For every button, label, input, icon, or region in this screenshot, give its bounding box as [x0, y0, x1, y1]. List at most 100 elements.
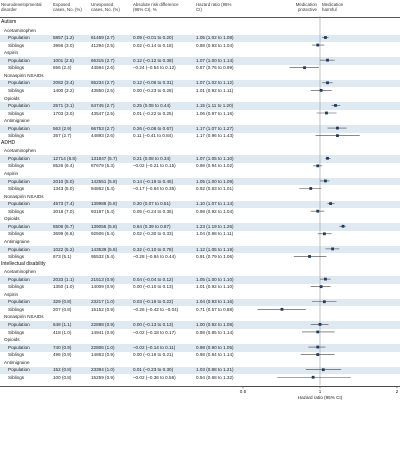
absolute-risk-difference-value: 0.01 (–0.22 to 0.25) [133, 110, 174, 116]
exposed-cases-value: 1022 (5.2) [53, 246, 74, 252]
hazard-ratio-value: 1.05 (1.00 to 1.09) [196, 178, 234, 184]
hazard-ratio-value: 0.98 (0.85 to 1.14) [196, 329, 234, 335]
medication-group-label: Acetaminophen [4, 148, 36, 154]
hazard-ratio-value: 0.71 (0.57 to 0.88) [196, 306, 234, 312]
exposed-cases-value: 418 (1.0) [53, 329, 72, 335]
hazard-ratio-value: 0.98 (0.84 to 1.14) [196, 352, 234, 358]
absolute-risk-difference-value: –0.24 (–0.54 to 0.12) [133, 65, 176, 71]
unexposed-cases-value: 139988 (5.8) [91, 201, 118, 207]
exposed-cases-value: 1343 (5.0) [53, 186, 74, 192]
row-shading [0, 223, 400, 231]
x-axis-tick-label: 0.5 [239, 389, 247, 395]
absolute-risk-difference-value: 0.02 (–0.30 to 0.33) [133, 231, 174, 237]
hazard-ratio-point [308, 255, 311, 258]
absolute-risk-difference-value: –0.02 (–0.21 to 0.15) [133, 163, 176, 169]
medication-group-label: Opioids [4, 337, 20, 343]
row-label: Siblings [8, 254, 25, 260]
medication-group-label: Aspirin [4, 50, 19, 56]
hazard-ratio-value: 1.15 (1.11 to 1.20) [196, 103, 234, 109]
exposed-cases-value: 3699 (6.6) [53, 231, 74, 237]
unexposed-cases-value: 23394 (1.0) [91, 367, 115, 373]
hazard-ratio-point [326, 156, 329, 160]
row-shading [0, 276, 400, 284]
header-rule [0, 17, 400, 18]
unexposed-cases-value: 22898 (0.9) [91, 322, 115, 327]
exposed-cases-value: 2082 (3.4) [53, 80, 74, 86]
row-shading [0, 79, 400, 88]
hazard-ratio-value: 1.07 (1.05 to 1.10) [196, 155, 234, 161]
row-label: Population [8, 155, 30, 161]
row-label: Population [8, 178, 30, 184]
hazard-ratio-value: 0.94 (0.68 to 1.32) [196, 374, 234, 380]
exposed-cases-value: 1400 (3.2) [53, 87, 74, 93]
hazard-ratio-point [316, 353, 320, 356]
hazard-ratio-value: 1.12 (1.05 to 1.19) [196, 246, 234, 252]
exposed-cases-value: 496 (0.9) [53, 352, 72, 358]
row-shading [0, 155, 400, 163]
hazard-ratio-point [324, 277, 327, 281]
hazard-ratio-value: 0.91 (0.79 to 1.06) [196, 254, 234, 260]
hazard-ratio-value: 1.04 (0.93 to 1.16) [196, 299, 234, 305]
hazard-ratio-value: 0.98 (0.94 to 1.02) [196, 163, 234, 169]
row-label: Population [8, 125, 30, 131]
exposed-cases-value: 5506 (6.7) [53, 223, 74, 229]
unexposed-cases-value: 139055 (5.8) [91, 223, 118, 229]
header-exposed: Exposed cases, No. (%) [53, 2, 82, 12]
hazard-ratio-point [336, 134, 339, 138]
medication-group-label: Opioids [4, 216, 20, 222]
hazard-ratio-value: 0.98 (0.93 to 1.04) [196, 42, 234, 48]
absolute-risk-difference-value: –0.26 (–0.42 to –0.04) [133, 306, 179, 312]
hazard-ratio-value: 1.05 (1.02 to 1.08) [196, 35, 234, 41]
row-shading [0, 245, 400, 254]
hazard-ratio-point [309, 187, 313, 190]
axis-rule [0, 386, 400, 388]
medication-group-label: Nonaspirin NSAIDs [4, 72, 44, 78]
hazard-ratio-value: 1.07 (1.00 to 1.14) [196, 57, 234, 63]
hazard-ratio-value: 0.98 (0.90 to 1.05) [196, 344, 234, 350]
row-label: Siblings [8, 87, 25, 93]
row-shading [0, 200, 400, 209]
hazard-ratio-point [326, 81, 329, 85]
absolute-risk-difference-value: –0.28 (–0.84 to 0.44) [133, 254, 176, 260]
hazard-ratio-value: 1.04 (0.98 to 1.11) [196, 231, 234, 237]
unexposed-cases-value: 44594 (2.6) [91, 65, 115, 71]
row-label: Siblings [8, 329, 25, 335]
row-shading [0, 344, 400, 352]
absolute-risk-difference-value: 0.30 (0.07 to 0.51) [133, 201, 171, 207]
unexposed-cases-value: 142551 (5.8) [91, 178, 118, 184]
exposed-cases-value: 100 (0.8) [53, 374, 72, 380]
hazard-ratio-point [280, 307, 284, 311]
exposed-cases-value: 656 (2.4) [53, 65, 72, 71]
row-label: Siblings [8, 186, 25, 192]
row-shading [0, 366, 400, 375]
unexposed-cases-value: 61459 (2.7) [91, 35, 115, 41]
row-label: Siblings [8, 374, 25, 380]
absolute-risk-difference-value: 0.00 (–0.13 to 0.13) [133, 322, 174, 327]
exposed-cases-value: 3018 (7.0) [53, 208, 74, 214]
unexposed-cases-value: 87679 (5.3) [91, 163, 115, 169]
unexposed-cases-value: 14009 (0.9) [91, 284, 115, 290]
exposed-cases-value: 207 (0.8) [53, 306, 72, 312]
unexposed-cases-value: 92506 (5.4) [91, 231, 115, 237]
hazard-ratio-point [322, 300, 326, 304]
unexposed-cases-value: 95532 (5.4) [91, 254, 115, 260]
hazard-ratio-point [329, 202, 332, 205]
absolute-risk-difference-value: 0.64 (0.39 to 0.87) [133, 223, 171, 229]
unexposed-cases-value: 43850 (2.5) [91, 87, 115, 93]
header-unexposed: Unexposed cases, No. (%) [91, 2, 120, 12]
medication-group-label: Antimigraine [4, 238, 30, 244]
absolute-risk-difference-value: 0.02 (–0.14 to 0.18) [133, 42, 174, 48]
hazard-ratio-point [319, 88, 323, 92]
row-label: Population [8, 57, 30, 63]
unexposed-cases-value: 94862 (5.4) [91, 186, 115, 192]
hazard-ratio-point [326, 58, 329, 62]
absolute-risk-difference-value: –0.02 (–0.36 to 0.56) [133, 374, 176, 380]
medication-group-label: Aspirin [4, 171, 19, 176]
unexposed-cases-value: 21513 (0.9) [91, 276, 115, 282]
hazard-ratio-value: 1.10 (1.07 to 1.14) [196, 201, 234, 207]
exposed-cases-value: 8526 (6.4) [53, 163, 74, 169]
absolute-risk-difference-value: 0.32 (–0.10 to 0.78) [133, 246, 174, 252]
hazard-ratio-value: 1.17 (0.96 to 1.43) [196, 133, 234, 139]
